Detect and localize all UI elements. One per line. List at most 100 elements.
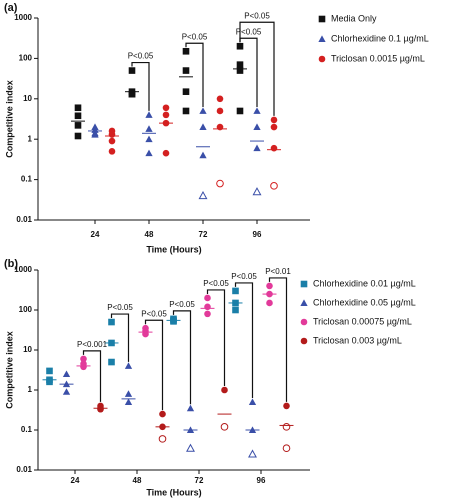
- x-axis-label: Time (Hours): [146, 244, 201, 254]
- marker-circle: [216, 95, 224, 103]
- marker-square: [182, 67, 190, 74]
- significance-bracket: [131, 61, 150, 111]
- marker-triangle: [62, 388, 71, 395]
- marker-triangle: [199, 107, 207, 114]
- marker-square: [74, 132, 82, 140]
- marker-triangle: [248, 449, 257, 458]
- y-tick-label: 0.01: [16, 465, 32, 474]
- marker-circle: [216, 107, 224, 115]
- x-tick-label: 48: [145, 230, 154, 239]
- marker-circle: [318, 55, 326, 63]
- marker-circle: [162, 111, 170, 119]
- marker-circle: [97, 405, 104, 413]
- marker-circle: [266, 299, 273, 307]
- significance-bracket: [234, 282, 254, 399]
- marker-circle: [80, 355, 87, 363]
- marker-square: [182, 88, 190, 95]
- marker-square: [128, 67, 136, 74]
- marker-square: [74, 112, 82, 120]
- marker-triangle: [300, 299, 308, 306]
- panel-label: (b): [4, 258, 18, 270]
- significance-label: P<0.05: [231, 272, 257, 281]
- marker-triangle: [145, 149, 153, 157]
- significance-bracket: [144, 319, 164, 411]
- marker-square: [182, 107, 190, 115]
- marker-square: [46, 367, 53, 375]
- x-tick-label: 72: [199, 230, 208, 239]
- x-axis-label: Time (Hours): [146, 487, 201, 497]
- significance-bracket: [239, 21, 275, 116]
- marker-triangle: [124, 362, 133, 369]
- marker-square: [128, 90, 136, 98]
- marker-circle: [220, 423, 229, 431]
- marker-square: [170, 318, 177, 325]
- marker-triangle: [186, 443, 195, 452]
- y-tick-label: 0.1: [21, 175, 33, 184]
- marker-square: [236, 67, 244, 74]
- y-tick-label: 100: [19, 54, 33, 63]
- legend-label: Chlorhexidine 0.1 µg/mL: [331, 33, 429, 43]
- marker-circle: [204, 303, 211, 311]
- x-tick-label: 72: [195, 476, 204, 485]
- significance-label: P<0.001: [77, 340, 108, 349]
- marker-triangle: [253, 123, 261, 131]
- y-tick-label: 10: [23, 94, 32, 103]
- marker-circle: [159, 410, 166, 418]
- significance-label: P<0.05: [141, 309, 167, 318]
- legend-label: Chlorhexidine 0.01 µg/mL: [313, 278, 416, 288]
- marker-triangle: [124, 398, 133, 406]
- marker-triangle: [91, 130, 99, 138]
- marker-square: [46, 378, 53, 386]
- marker-circle: [108, 137, 116, 145]
- significance-label: P<0.05: [182, 32, 208, 41]
- marker-circle: [270, 144, 278, 152]
- marker-circle: [300, 337, 308, 345]
- y-tick-label: 1: [28, 385, 33, 394]
- marker-triangle: [145, 125, 153, 132]
- marker-triangle: [318, 35, 326, 42]
- marker-circle: [270, 116, 278, 124]
- legend-label: Triclosan 0.00075 µg/mL: [313, 316, 412, 326]
- y-tick-label: 0.01: [16, 215, 32, 224]
- significance-bracket: [172, 310, 192, 405]
- marker-circle: [300, 318, 308, 326]
- significance-label: P<0.01: [265, 267, 291, 276]
- marker-circle: [108, 148, 116, 155]
- significance-label: P<0.05: [128, 52, 154, 61]
- legend-label: Chlorhexidine 0.05 µg/mL: [313, 297, 416, 307]
- y-tick-label: 1000: [14, 265, 32, 274]
- marker-circle: [266, 282, 273, 290]
- marker-triangle: [253, 107, 261, 114]
- x-tick-label: 24: [91, 230, 100, 239]
- marker-square: [300, 280, 308, 288]
- marker-triangle: [248, 398, 257, 406]
- y-axis-label: Competitive index: [4, 331, 14, 409]
- significance-bracket: [185, 42, 204, 107]
- marker-circle: [80, 363, 87, 371]
- marker-triangle: [252, 187, 262, 196]
- y-tick-label: 0.1: [21, 425, 33, 434]
- marker-circle: [108, 131, 116, 138]
- marker-triangle: [124, 390, 133, 397]
- y-axis-label: Competitive index: [4, 80, 14, 158]
- y-tick-label: 1: [28, 134, 33, 143]
- marker-square: [74, 122, 82, 129]
- significance-label: P<0.05: [169, 300, 195, 309]
- significance-label: P<0.05: [203, 279, 229, 288]
- marker-circle: [282, 423, 291, 431]
- significance-label: P<0.05: [236, 27, 262, 36]
- marker-circle: [162, 104, 170, 112]
- significance-bracket: [268, 277, 288, 402]
- marker-circle: [204, 294, 211, 302]
- significance-bracket: [110, 313, 130, 362]
- marker-circle: [282, 444, 291, 453]
- marker-triangle: [62, 370, 71, 378]
- marker-circle: [162, 149, 170, 157]
- legend-label: Triclosan 0.003 µg/mL: [313, 335, 402, 345]
- marker-circle: [221, 386, 228, 394]
- marker-triangle: [199, 123, 207, 131]
- legend-label: Media Only: [331, 13, 377, 23]
- y-tick-label: 10: [23, 345, 32, 354]
- x-tick-label: 48: [133, 476, 142, 485]
